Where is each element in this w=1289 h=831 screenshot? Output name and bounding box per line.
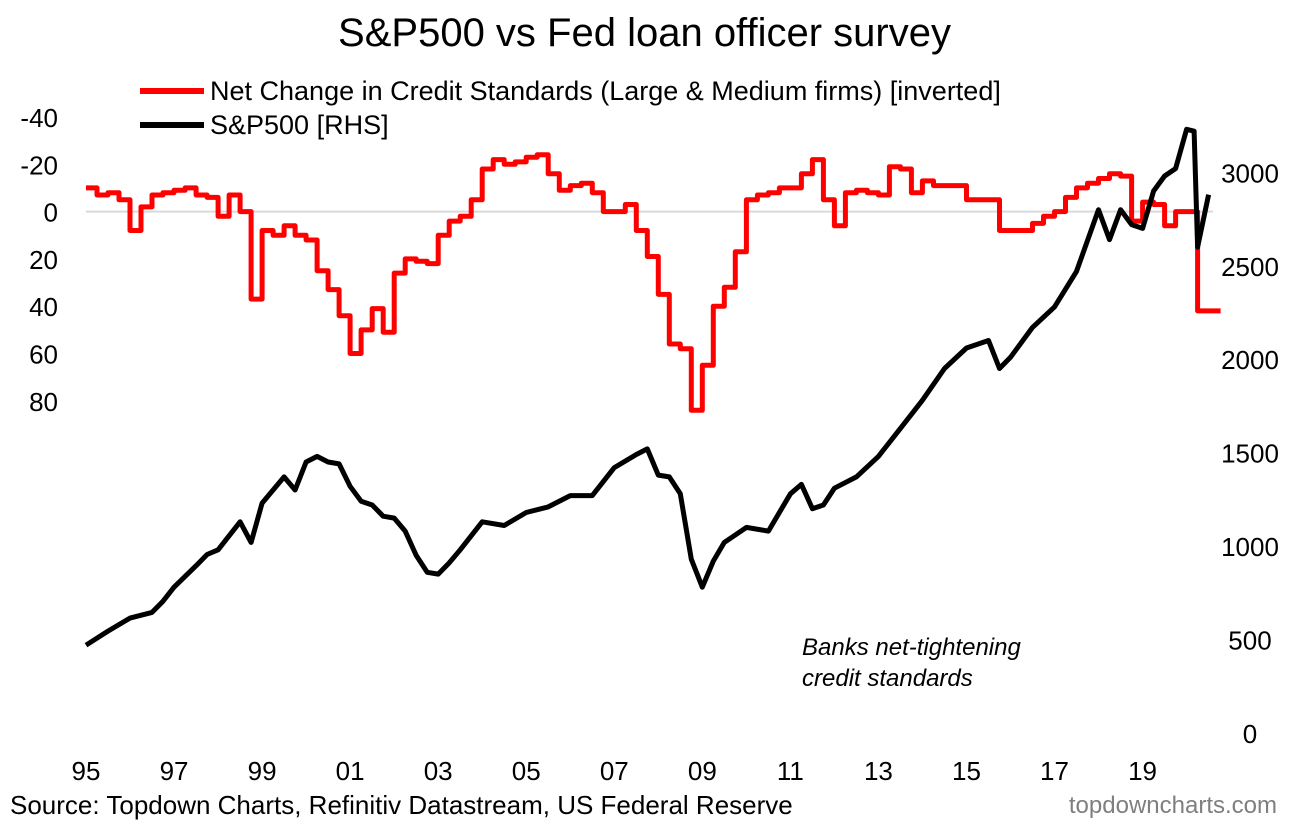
right-axis-tick-label: 1500	[1221, 439, 1279, 469]
left-axis-tick-label: -20	[20, 150, 58, 180]
credit-standards-line	[86, 152, 1221, 413]
x-axis-tick-label: 09	[688, 756, 717, 786]
left-axis-tick-label: 80	[29, 387, 58, 417]
source-note: Source: Topdown Charts, Refinitiv Datast…	[10, 790, 793, 820]
legend: Net Change in Credit Standards (Large & …	[140, 74, 1001, 142]
x-axis-tick-label: 99	[248, 756, 277, 786]
legend-label-sp500: S&P500 [RHS]	[210, 109, 389, 140]
left-axis-tick-label: 0	[44, 198, 58, 228]
right-axis-tick-label: 3000	[1221, 158, 1279, 188]
legend-label-credit-standards: Net Change in Credit Standards (Large & …	[210, 75, 1001, 106]
x-axis-tick-label: 11	[777, 756, 804, 786]
x-axis-tick-label: 03	[424, 756, 453, 786]
left-axis-tick-label: -40	[20, 103, 58, 133]
x-axis-tick-label: 15	[952, 756, 981, 786]
x-axis-tick-label: 05	[512, 756, 541, 786]
x-axis-tick-label: 07	[600, 756, 629, 786]
left-axis-tick-label: 20	[29, 245, 58, 275]
right-axis-tick-label: 2500	[1221, 252, 1279, 282]
left-axis-tick-label: 40	[29, 292, 58, 322]
legend-item-credit-standards: Net Change in Credit Standards (Large & …	[140, 74, 1001, 108]
right-axis-tick-label: 1000	[1221, 532, 1279, 562]
x-axis-tick-label: 19	[1128, 756, 1157, 786]
annotation-text: Banks net-tightening credit standards	[802, 632, 1021, 694]
legend-swatch-black	[140, 122, 204, 128]
x-axis-tick-label: 97	[160, 756, 189, 786]
right-axis-tick-label: 500	[1228, 626, 1271, 656]
legend-item-sp500: S&P500 [RHS]	[140, 108, 1001, 142]
x-axis-tick-label: 13	[864, 756, 893, 786]
sp500-line	[84, 126, 1212, 648]
chart-title: S&P500 vs Fed loan officer survey	[338, 11, 951, 55]
x-axis-tick-label: 01	[336, 756, 365, 786]
x-axis-tick-label: 17	[1040, 756, 1069, 786]
right-axis-tick-label: 2000	[1221, 345, 1279, 375]
right-axis-tick-label: 0	[1243, 719, 1257, 749]
annotation-line-2: credit standards	[802, 665, 973, 692]
left-axis-tick-label: 60	[29, 340, 58, 370]
x-axis-tick-label: 95	[72, 756, 101, 786]
legend-swatch-red	[140, 88, 204, 94]
watermark: topdowncharts.com	[1068, 792, 1277, 819]
annotation-line-1: Banks net-tightening	[802, 634, 1021, 661]
